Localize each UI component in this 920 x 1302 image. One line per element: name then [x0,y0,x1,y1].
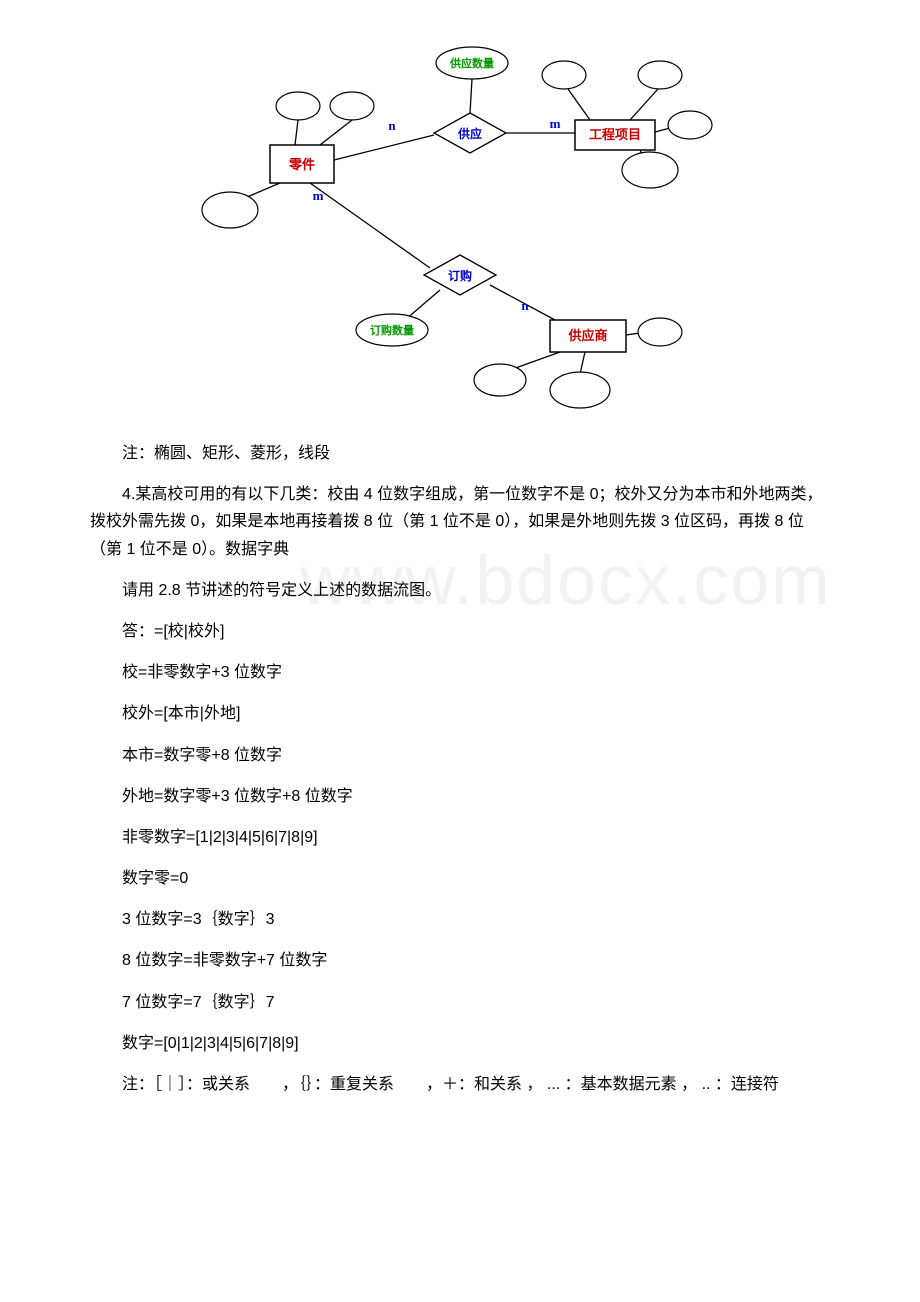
def-7: 3 位数字=3｛数字｝3 [90,906,830,933]
def-2: 校外=[本市|外地] [90,700,830,727]
def-9: 7 位数字=7｛数字｝7 [90,989,830,1016]
diagram-note: 注：椭圆、矩形、菱形，线段 [90,440,830,467]
card-order-m: m [313,188,324,203]
card-supply-m: m [550,116,561,131]
def-5: 非零数字=[1|2|3|4|5|6|7|8|9] [90,824,830,851]
entity-supplier-label: 供应商 [567,328,607,343]
def-6: 数字零=0 [90,865,830,892]
question-4b: 请用 2.8 节讲述的符号定义上述的数据流图。 [90,577,830,604]
attr-order-qty-label: 订购数量 [370,323,414,337]
attr-supply-qty-label: 供应数量 [449,56,494,70]
def-10: 数字=[0|1|2|3|4|5|6|7|8|9] [90,1030,830,1057]
def-3: 本市=数字零+8 位数字 [90,742,830,769]
er-diagram: 零件 工程项目 供应商 供应 订购 供应数量 订购数量 n m m n [160,20,760,410]
question-4: 4.某高校可用的有以下几类：校由 4 位数字组成，第一位数字不是 0；校外又分为… [90,481,830,563]
entity-part-label: 零件 [288,157,315,172]
card-supply-n: n [388,118,396,133]
card-order-n: n [521,298,529,313]
answer-intro: 答：=[校|校外] [90,618,830,645]
def-1: 校=非零数字+3 位数字 [90,659,830,686]
relation-supply-label: 供应 [457,126,482,141]
def-4: 外地=数字零+3 位数字+8 位数字 [90,783,830,810]
entity-project-label: 工程项目 [589,127,641,142]
def-8: 8 位数字=非零数字+7 位数字 [90,947,830,974]
relation-order-label: 订购 [448,268,472,283]
notation-note: 注：［｜］：或关系 ，｛｝：重复关系 ，＋：和关系 ， ... ：基本数据元素 … [90,1071,830,1098]
